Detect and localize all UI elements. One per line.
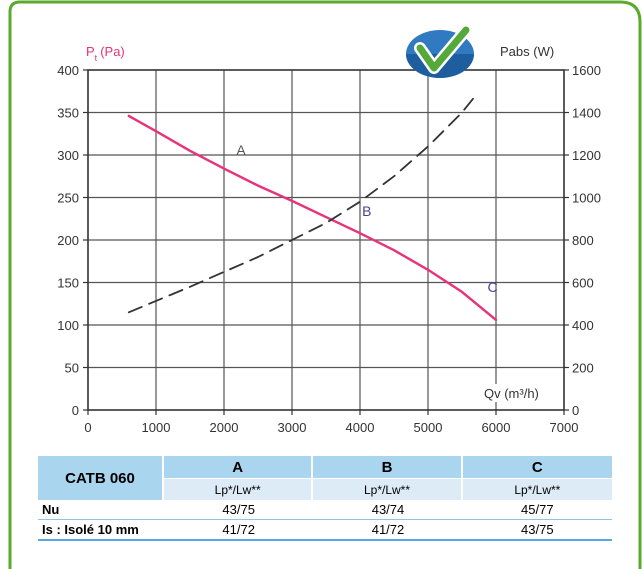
left-tick-label: 200 xyxy=(57,233,79,248)
x-tick-label: 0 xyxy=(84,420,91,435)
right-tick-label: 600 xyxy=(572,276,594,291)
curve-point-label-c: C xyxy=(488,279,498,295)
x-axis-ticks: 0 1000 2000 3000 4000 5000 6000 7000 xyxy=(84,410,578,435)
col-header-b: B xyxy=(313,456,463,479)
col-header-c: C xyxy=(462,456,612,479)
right-axis-label: Pabs (W) xyxy=(500,44,554,59)
right-tick-label: 1400 xyxy=(572,106,601,121)
performance-chart: 0 50 100 150 200 250 300 350 400 0 200 400 600 800 10… xyxy=(57,24,601,435)
x-tick-label: 1000 xyxy=(142,420,171,435)
col-subheader-b: Lp*/Lw** xyxy=(313,479,463,500)
x-tick-label: 5000 xyxy=(414,420,443,435)
cell-value: 43/74 xyxy=(313,500,463,520)
left-tick-label: 150 xyxy=(57,276,79,291)
table-row: Nu 43/75 43/74 45/77 xyxy=(38,500,612,520)
right-tick-label: 1200 xyxy=(572,148,601,163)
col-subheader-c: Lp*/Lw** xyxy=(462,479,612,500)
right-tick-label: 0 xyxy=(572,403,579,418)
left-tick-label: 250 xyxy=(57,191,79,206)
table-row: Is : Isolé 10 mm 41/72 41/72 43/75 xyxy=(38,520,612,541)
cell-value: 41/72 xyxy=(164,520,314,541)
pressure-curve-line xyxy=(127,114,498,322)
cell-value: 43/75 xyxy=(164,500,314,520)
x-tick-label: 4000 xyxy=(346,420,375,435)
curve-point-label-b: B xyxy=(362,203,371,219)
left-tick-label: 400 xyxy=(57,63,79,78)
right-tick-label: 400 xyxy=(572,318,594,333)
x-tick-label: 7000 xyxy=(550,420,579,435)
col-header-a: A xyxy=(164,456,314,479)
left-tick-label: 350 xyxy=(57,106,79,121)
power-curve-line xyxy=(127,94,477,314)
annotation-layer: A B C xyxy=(236,142,497,295)
col-subheader-a: Lp*/Lw** xyxy=(164,479,314,500)
cell-value: 45/77 xyxy=(462,500,612,520)
acoustic-table: CATB 060 A B C Lp*/Lw** Lp*/Lw** Lp*/Lw*… xyxy=(38,456,612,541)
chart-grid xyxy=(88,70,564,410)
right-tick-label: 1000 xyxy=(572,191,601,206)
x-axis-label: Qv (m³/h) xyxy=(484,386,539,401)
left-tick-label: 300 xyxy=(57,148,79,163)
right-tick-label: 800 xyxy=(572,233,594,248)
right-tick-label: 1600 xyxy=(572,63,601,78)
x-tick-label: 6000 xyxy=(482,420,511,435)
row-label: Nu xyxy=(38,500,164,520)
x-tick-label: 2000 xyxy=(210,420,239,435)
left-tick-label: 50 xyxy=(65,361,79,376)
left-tick-label: 100 xyxy=(57,318,79,333)
curve-point-label-a: A xyxy=(236,142,246,158)
cell-value: 41/72 xyxy=(313,520,463,541)
checkmark-globe-logo xyxy=(406,24,474,78)
right-tick-label: 200 xyxy=(572,361,594,376)
right-axis-ticks: 0 200 400 600 800 1000 1200 1400 1600 xyxy=(564,63,601,418)
left-axis-ticks: 0 50 100 150 200 250 300 350 400 xyxy=(57,63,88,418)
row-label: Is : Isolé 10 mm xyxy=(38,520,164,541)
model-name: CATB 060 xyxy=(38,456,164,500)
cell-value: 43/75 xyxy=(462,520,612,541)
series-layer xyxy=(127,94,498,322)
left-tick-label: 0 xyxy=(72,403,79,418)
left-axis-label: Pt (Pa) xyxy=(86,44,125,63)
x-tick-label: 3000 xyxy=(278,420,307,435)
